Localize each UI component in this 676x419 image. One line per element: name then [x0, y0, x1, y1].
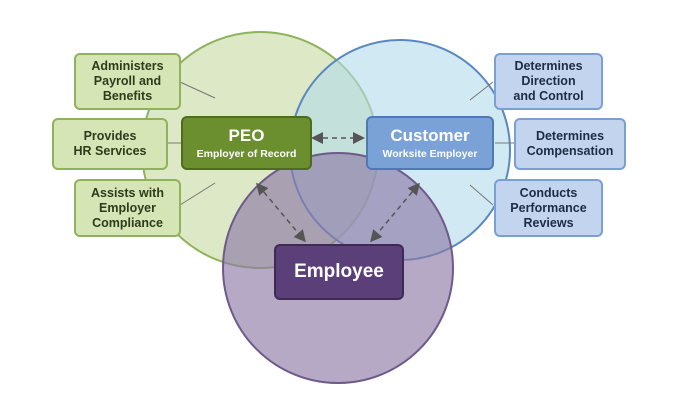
connector-line: [469, 184, 494, 206]
customer-box: Customer Worksite Employer: [366, 116, 494, 170]
customer-title: Customer: [390, 125, 470, 145]
peo-employee-arrow: [256, 182, 306, 243]
role-line: Compensation: [526, 144, 614, 158]
peo-role-payroll-benefits: Administers Payroll and Benefits: [74, 53, 181, 110]
connector-line: [469, 81, 494, 101]
role-line: Direction: [521, 74, 576, 88]
peo-title: PEO: [228, 125, 265, 145]
customer-role-performance-reviews: Conducts Performance Reviews: [494, 179, 603, 237]
role-line: Administers: [91, 59, 164, 73]
role-line: Compliance: [92, 215, 163, 230]
peo-role-hr-services: Provides HR Services: [52, 118, 168, 170]
connector-line: [179, 182, 216, 206]
role-line: and Control: [513, 89, 584, 103]
peo-subtitle: Employer of Record: [196, 147, 297, 160]
employee-box: Employee: [274, 244, 404, 300]
role-line: HR Services: [73, 144, 147, 158]
connector-line: [179, 81, 216, 99]
role-line: Determines: [514, 59, 583, 73]
peo-role-compliance: Assists with Employer Compliance: [74, 179, 181, 237]
customer-employee-arrow: [370, 182, 420, 243]
peo-box: PEO Employer of Record: [181, 116, 312, 170]
role-line: Determines: [535, 129, 605, 143]
customer-subtitle: Worksite Employer: [382, 147, 478, 160]
role-line: Performance: [510, 200, 587, 215]
role-line: Benefits: [102, 89, 153, 103]
role-line: Provides: [83, 129, 137, 143]
customer-role-direction-control: Determines Direction and Control: [494, 53, 603, 110]
employee-title: Employee: [294, 260, 384, 282]
role-line: Payroll and: [93, 74, 162, 88]
role-line: Employer: [99, 200, 156, 215]
role-line: Assists with: [91, 185, 164, 200]
role-line: Conducts: [519, 185, 578, 200]
customer-role-compensation: Determines Compensation: [514, 118, 626, 170]
role-line: Reviews: [523, 215, 574, 230]
